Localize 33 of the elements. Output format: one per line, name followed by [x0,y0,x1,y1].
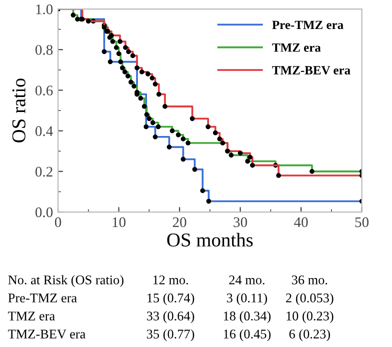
text: 36 mo. [292,276,328,284]
y-tick-label: 0.4 [35,126,53,136]
text: 24 mo. [229,276,264,284]
x-tick-label: 0 [54,217,62,228]
y-tick-label: 1.0 [36,4,53,14]
text: 33 (0.64) [146,311,194,324]
legend-label: Pre-TMZ era [272,20,344,30]
text: 15 (0.74) [147,293,194,306]
y-tick-label: 0.0 [35,207,53,218]
y-tick-label: 0.8 [35,44,53,55]
x-tick-label: 20 [172,217,186,228]
text: TMZ-BEV era [8,330,86,339]
y-tick-label: 0.2 [35,166,52,177]
text: 18 (0.34) [224,311,271,324]
x-tick-label: 40 [294,217,308,228]
x-tick-label: 10 [112,217,126,228]
text: 2 (0.053) [286,293,334,306]
text: 12 mo. [153,276,188,284]
y-axis-title: OS ratio [12,78,26,142]
text: TMZ era [8,312,55,320]
x-axis-title: OS months [167,232,253,247]
text: No. at Risk (OS ratio) [8,275,124,288]
x-tick-label: 30 [234,217,248,228]
legend-label: TMZ-BEV era [272,66,350,75]
text: 35 (0.77) [146,329,194,342]
text: 16 (0.45) [224,329,271,342]
x-tick-label: 50 [355,217,369,228]
legend-label: TMZ era [272,44,321,52]
y-tick-label: 0.6 [35,86,53,96]
text: Pre-TMZ era [8,294,77,302]
text: 3 (0.11) [226,293,268,306]
text: 10 (0.23) [286,311,334,324]
text: 6 (0.23) [289,329,330,342]
